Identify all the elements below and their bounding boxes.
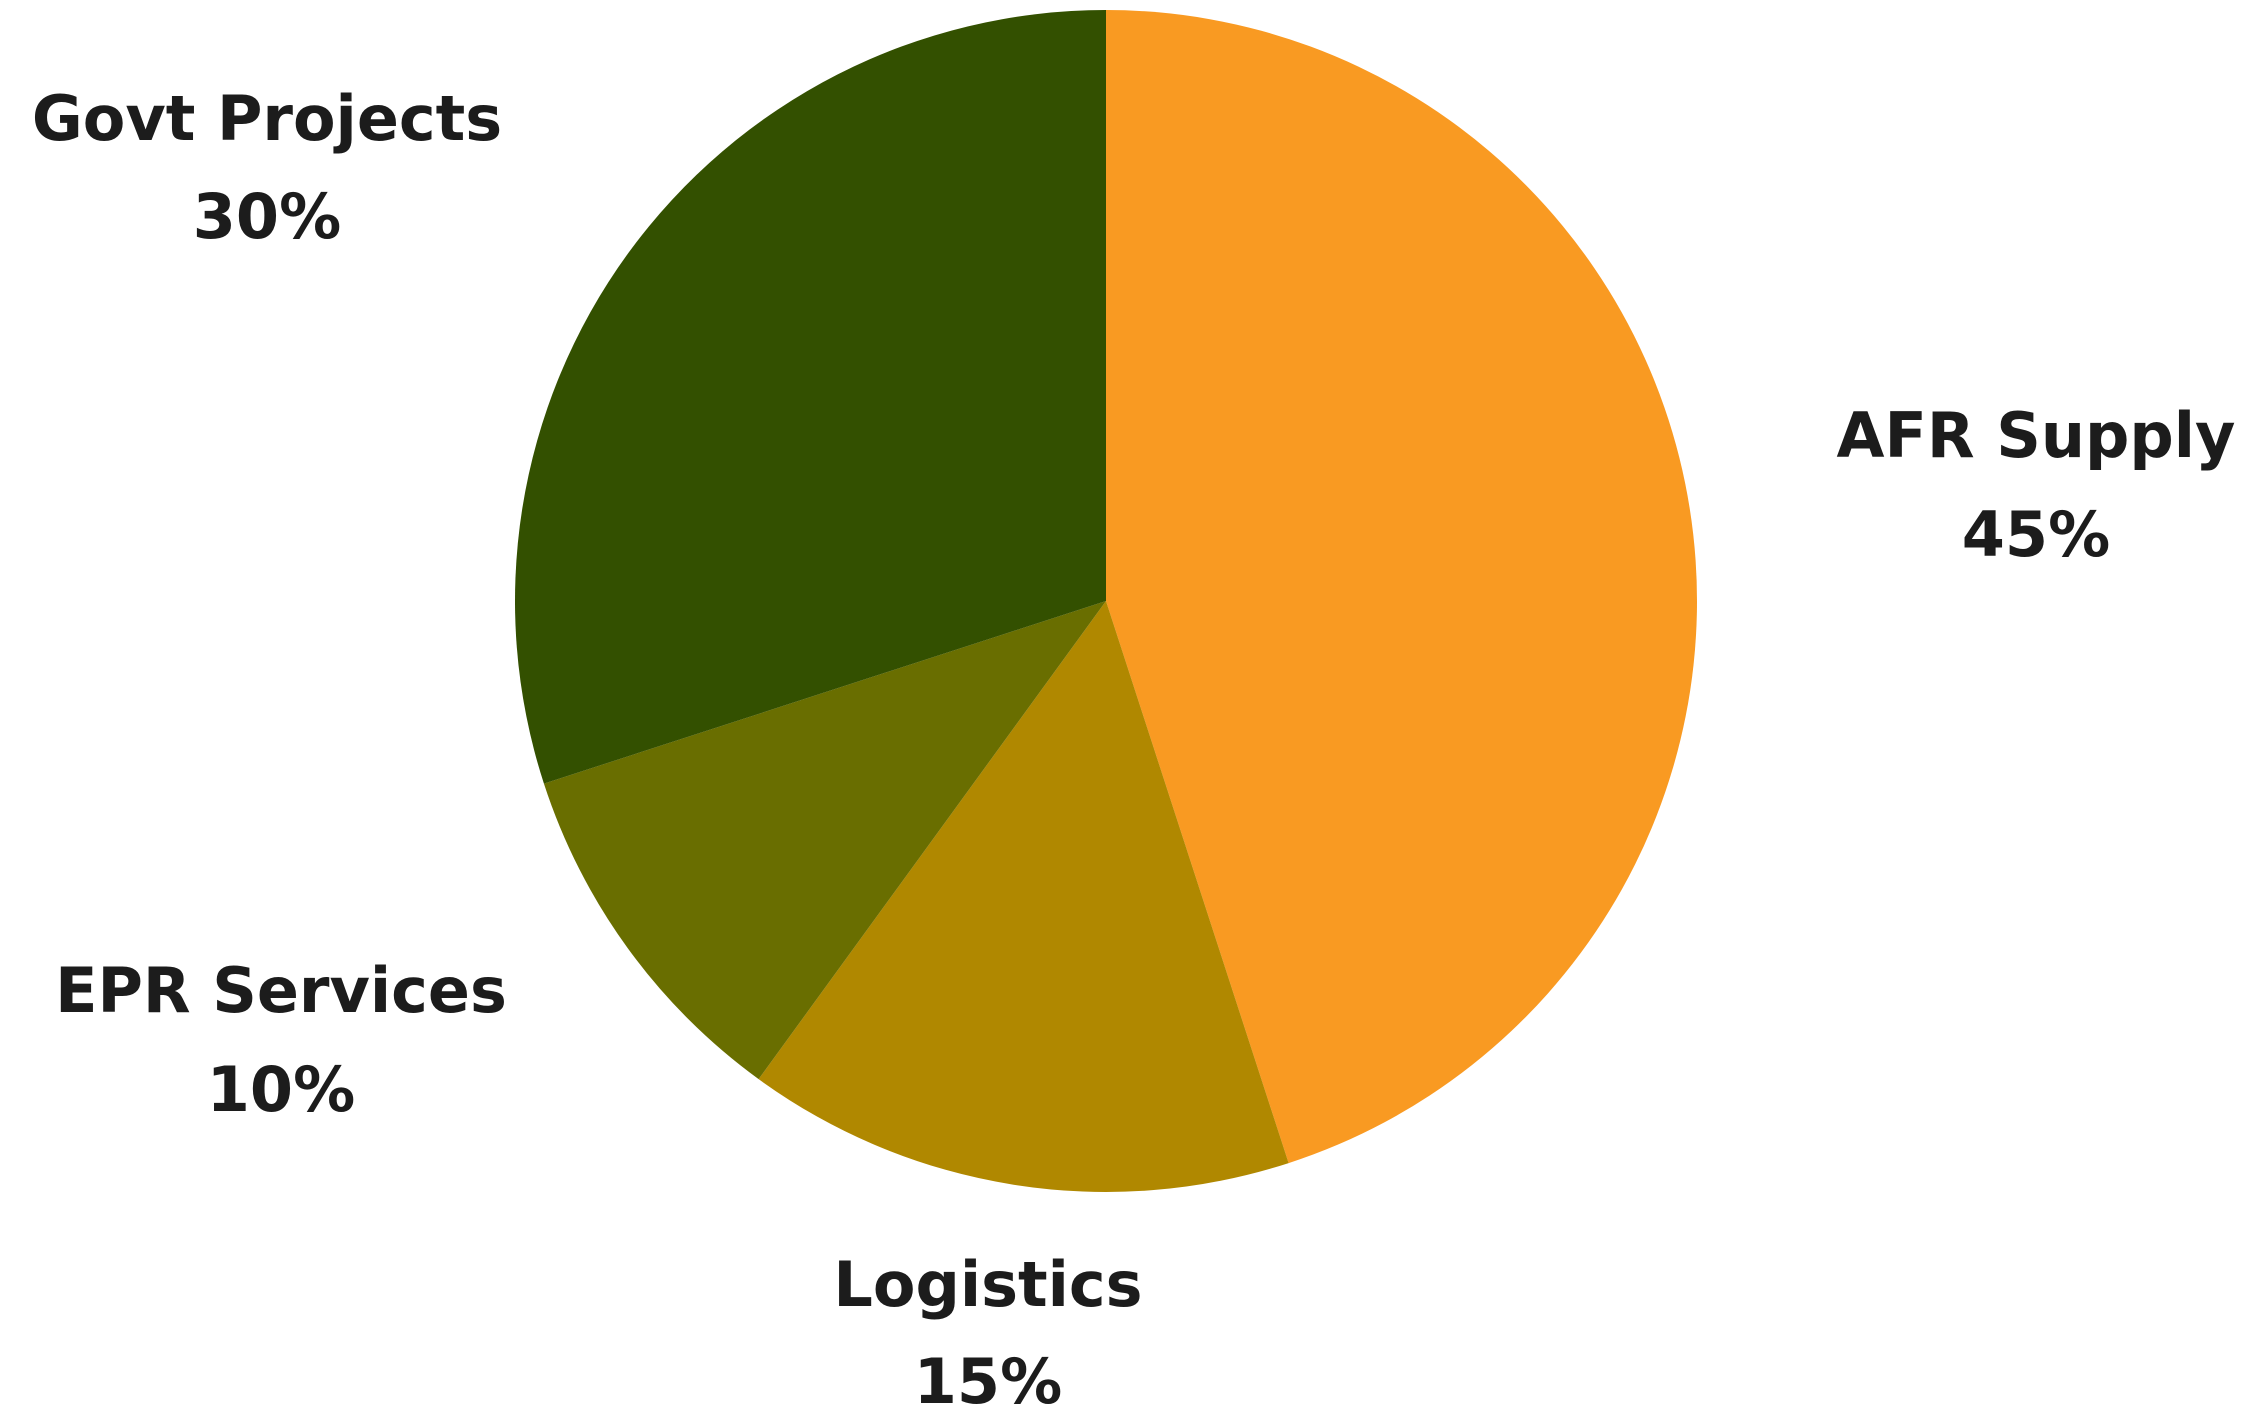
label-epr-services-value: 10%	[207, 1053, 355, 1126]
pie-slices	[514, 10, 1697, 1192]
label-afr-supply-name: AFR Supply	[1837, 399, 2236, 472]
label-logistics-name: Logistics	[833, 1248, 1142, 1321]
pie-slice-logistics	[758, 601, 1289, 1192]
label-logistics-value: 15%	[914, 1345, 1062, 1409]
label-afr-supply-value: 45%	[1962, 498, 2110, 571]
label-govt-projects-value: 30%	[193, 180, 341, 253]
pie-slice-govt-projects	[514, 10, 1106, 784]
label-epr-services-name: EPR Services	[55, 954, 507, 1027]
pie-slice-epr-services	[543, 601, 1106, 1080]
pie-slice-afr-supply	[1106, 10, 1697, 1164]
label-govt-projects-name: Govt Projects	[32, 82, 502, 155]
